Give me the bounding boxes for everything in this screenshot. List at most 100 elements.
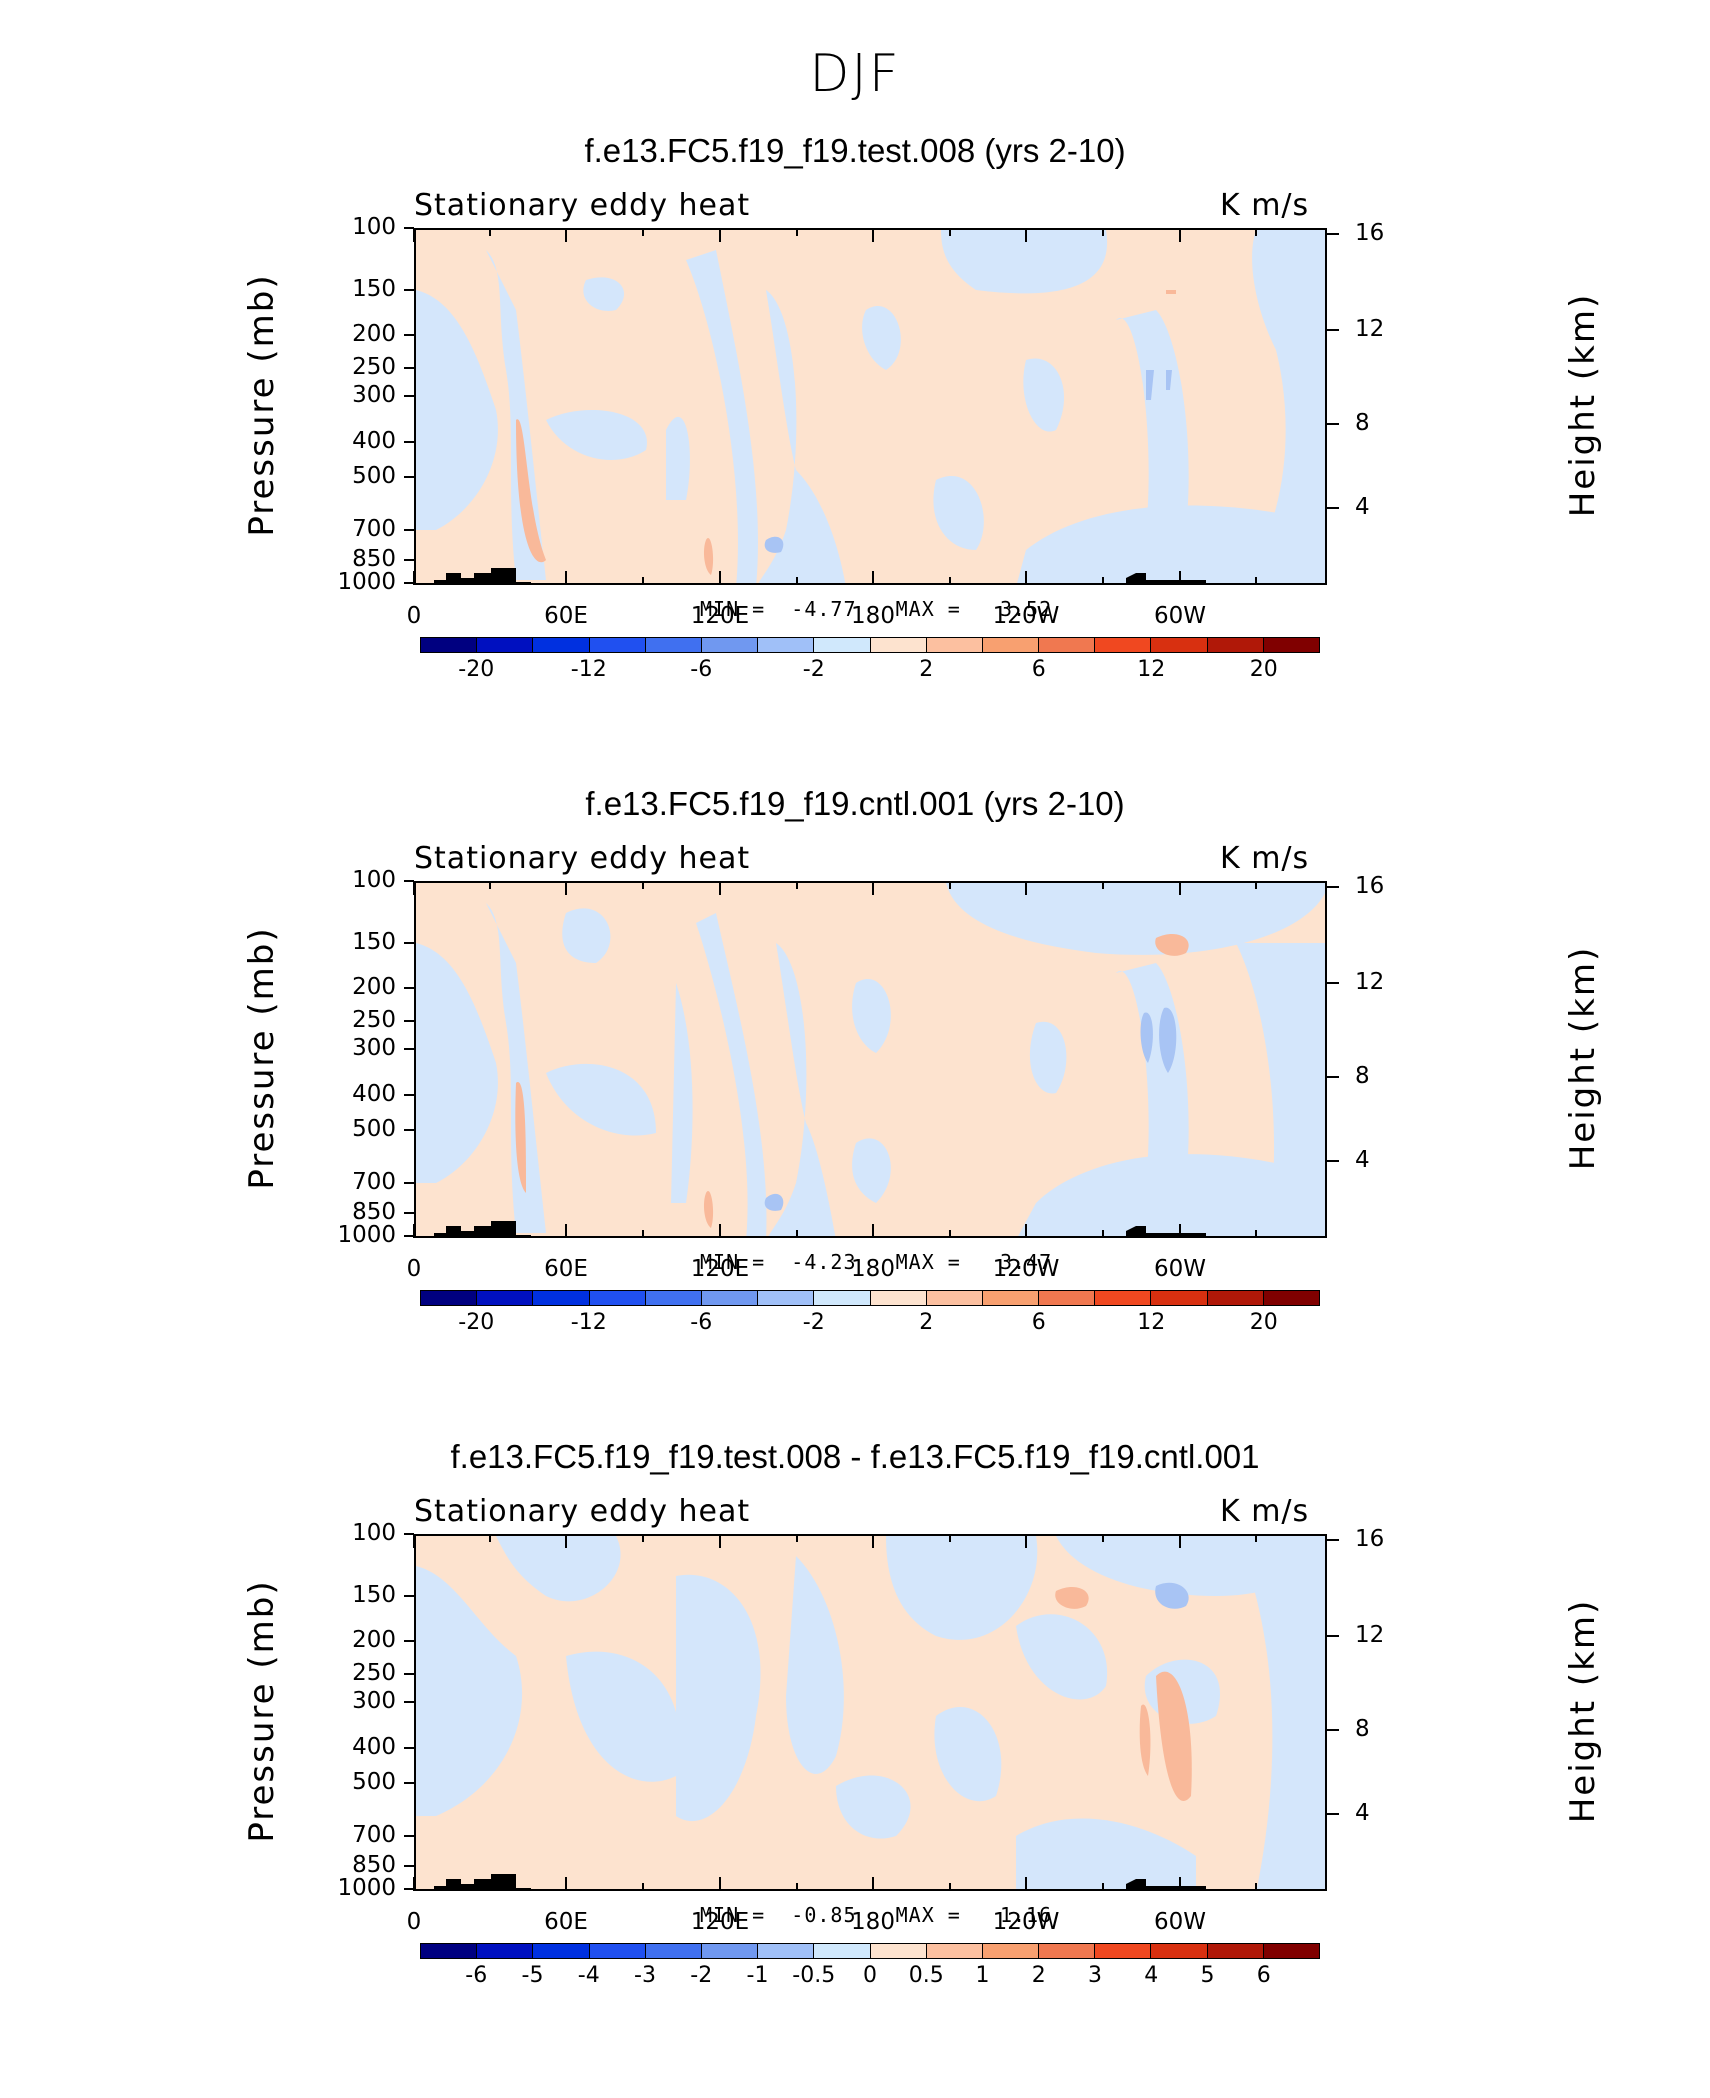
right-tick-label: 4 (1355, 494, 1370, 520)
colorbar-cell (421, 638, 478, 652)
colorbar-cell (645, 1944, 702, 1958)
positive-contour-strong (1055, 1586, 1089, 1609)
colorbar-label: 6 (1031, 657, 1046, 682)
colorbar-cell (589, 1291, 646, 1305)
variable-name: Stationary eddy heat (414, 1494, 751, 1529)
xtick-label: 120W (992, 1256, 1060, 1282)
xtick-minor (1102, 577, 1104, 585)
min-label: MIN = (700, 1903, 792, 1927)
xtick-label: 0 (406, 1909, 422, 1935)
ytick-mark (404, 1747, 414, 1749)
chart-title: f.e13.FC5.f19_f19.test.008 (yrs 2-10) (584, 132, 1126, 169)
xtick-label: 120W (992, 1909, 1060, 1935)
xtick-mark (1179, 881, 1181, 895)
negative-contour (416, 290, 498, 530)
ytick-mark (404, 1129, 414, 1131)
colorbar-cell (701, 1944, 759, 1958)
right-axis-label: Height (km) (1563, 292, 1603, 517)
chart-panel-1: f.e13.FC5.f19_f19.test.008 (yrs 2-10) Sta… (0, 132, 1710, 792)
ytick-mark (404, 1048, 414, 1050)
colorbar (420, 637, 1320, 653)
right-tick-mark (1327, 329, 1339, 331)
negative-contour (768, 943, 836, 1236)
colorbar-label: -6 (465, 1963, 488, 1988)
positive-contour-strong (703, 538, 714, 575)
right-tick-mark (1327, 1160, 1339, 1162)
colorbar-cell (758, 1291, 815, 1305)
colorbar-label: 6 (1256, 1963, 1271, 1988)
max-value: 1.16 (999, 1903, 1053, 1927)
y-axis-label: Pressure (mb) (242, 272, 282, 537)
colorbar-cell (589, 1944, 646, 1958)
colorbar-label: -12 (570, 657, 607, 682)
negative-contour-strong (1146, 370, 1154, 400)
right-tick-mark (1327, 886, 1339, 888)
xtick-mark (565, 1877, 567, 1891)
negative-contour (862, 305, 901, 370)
xtick-mark (1025, 571, 1027, 585)
ytick-label: 1000 (337, 1222, 396, 1248)
ytick-mark (404, 441, 414, 443)
terrain-mask (434, 1221, 1206, 1236)
ytick-mark (404, 942, 414, 944)
negative-contour-strong (1166, 370, 1172, 390)
negative-contour (696, 913, 767, 1236)
xtick-minor (796, 1230, 798, 1238)
xtick-label: 0 (406, 603, 422, 629)
right-tick-label: 8 (1355, 410, 1370, 436)
negative-contour (546, 410, 647, 460)
page-title: DJF (809, 44, 901, 104)
negative-contour (1017, 505, 1325, 583)
chart-title: f.e13.FC5.f19_f19.cntl.001 (yrs 2-10) (585, 785, 1125, 822)
plot-area (414, 228, 1327, 585)
right-tick-label: 16 (1355, 1526, 1385, 1552)
colorbar-cell (870, 1944, 927, 1958)
xtick-mark (872, 228, 874, 242)
negative-contour (666, 416, 690, 500)
contour-field (416, 1536, 1325, 1889)
xtick-mark (872, 881, 874, 895)
xtick-mark (413, 228, 415, 242)
right-tick-label: 4 (1355, 1800, 1370, 1826)
ytick-label: 1000 (337, 1875, 396, 1901)
min-value: -4.77 (791, 597, 896, 621)
terrain-mask (434, 568, 1206, 583)
contour-field (416, 883, 1325, 1236)
negative-contour (933, 476, 984, 550)
colorbar-cell (1151, 1944, 1208, 1958)
ytick-mark (404, 227, 414, 229)
xtick-label: 120W (992, 603, 1060, 629)
xtick-label: 60E (544, 1909, 588, 1935)
colorbar-cell (1207, 1291, 1264, 1305)
colorbar-cell (421, 1291, 478, 1305)
negative-contour (852, 979, 891, 1053)
ytick-label: 150 (352, 1582, 396, 1608)
terrain-mask (434, 1874, 1206, 1889)
units-label: K m/s (1220, 841, 1310, 876)
colorbar-label: -20 (458, 657, 495, 682)
ytick-label: 850 (352, 1852, 396, 1878)
xtick-minor (949, 1230, 951, 1238)
max-label: MAX = (895, 597, 1000, 621)
colorbar-cell (758, 1944, 815, 1958)
negative-contour (686, 250, 758, 583)
ytick-mark (404, 1020, 414, 1022)
ytick-label: 500 (352, 1769, 396, 1795)
colorbar-cell (1095, 1944, 1152, 1958)
xtick-mark (565, 1534, 567, 1548)
xtick-minor (489, 228, 491, 236)
colorbar-label: 20 (1249, 1310, 1278, 1335)
xtick-minor (949, 228, 951, 236)
xtick-label: 120E (690, 1256, 750, 1282)
right-axis-label: Height (km) (1563, 945, 1603, 1170)
ytick-label: 700 (352, 1822, 396, 1848)
xtick-minor (1102, 1883, 1104, 1891)
negative-contour-strong (1159, 1007, 1177, 1073)
ytick-mark (404, 1235, 414, 1237)
negative-contour-strong (764, 1193, 784, 1211)
colorbar-label: -20 (458, 1310, 495, 1335)
negative-contour-strong (764, 536, 784, 553)
negative-contour (758, 290, 846, 583)
ytick-mark (404, 476, 414, 478)
negative-contour (886, 1536, 1038, 1640)
